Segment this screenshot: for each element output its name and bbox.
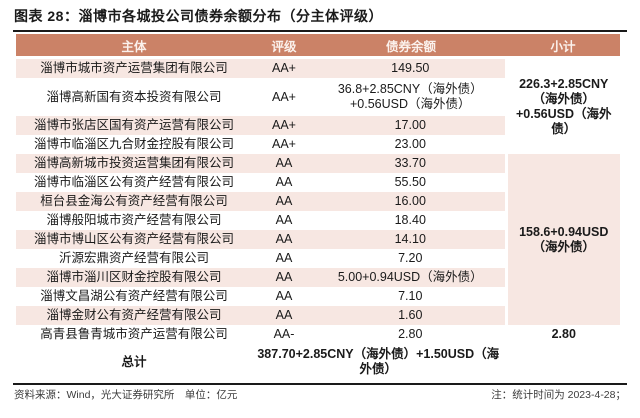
balance-cell: 17.00 bbox=[316, 116, 506, 135]
balance-cell: 5.00+0.94USD（海外债） bbox=[316, 268, 506, 287]
rating-cell: AA+ bbox=[252, 57, 316, 78]
table-row: 淄博文昌湖公有资产经营有限公司 AA 7.10 bbox=[16, 287, 620, 306]
subtotal-cell-aa-plus: 226.3+2.85CNY（海外债）+0.56USD（海外债） bbox=[504, 57, 620, 154]
entity-cell: 淄博市博山区公有资产经营有限公司 bbox=[16, 230, 252, 249]
table-row: 淄博市淄川区财金控股有限公司 AA 5.00+0.94USD（海外债） bbox=[16, 268, 620, 287]
rating-cell: AA+ bbox=[272, 89, 296, 104]
table-header-row: 主体 评级 债券余额 小计 bbox=[16, 34, 620, 59]
balance-cell: 18.40 bbox=[394, 213, 426, 227]
footer-note: 注：统计时间为 2023-4-28； bbox=[491, 389, 626, 401]
balance-cell: 149.50 bbox=[316, 57, 506, 78]
entity-cell: 淄博市淄川区财金控股有限公司 bbox=[16, 268, 252, 287]
entity-cell: 淄博高新国有资本投资有限公司 bbox=[46, 89, 222, 104]
table-row: 淄博高新国有资本投资有限公司 AA+ 36.8+2.85CNY（海外债）+0.5… bbox=[16, 78, 620, 116]
footer: 资料来源：Wind，光大证券研究所 单位：亿元 注：统计时间为 2023-4-2… bbox=[14, 389, 626, 403]
balance-cell: 55.50 bbox=[394, 175, 426, 189]
rating-cell: AA+ bbox=[252, 116, 316, 135]
rating-cell: AA bbox=[252, 230, 316, 249]
entity-cell: 淄博般阳城市资产经营有限公司 bbox=[46, 213, 222, 227]
column-header-balance: 债券余额 bbox=[316, 34, 506, 59]
rating-cell: AA bbox=[275, 175, 293, 189]
table-row: 高青县鲁青城市资产运营有限公司 AA- 2.80 2.80 bbox=[16, 325, 620, 344]
table-row: 淄博高新城市投资运营集团有限公司 AA 33.70 158.6+0.94USD（… bbox=[16, 154, 620, 325]
top-rule-divider bbox=[13, 30, 627, 32]
table-row: 淄博般阳城市资产经营有限公司 AA 18.40 bbox=[16, 211, 620, 230]
table-row: 桓台县金海公有资产经营有限公司 AA 16.00 bbox=[16, 192, 620, 211]
entity-cell: 淄博市城市资产运营集团有限公司 bbox=[16, 57, 252, 78]
balance-cell: 7.10 bbox=[398, 289, 423, 303]
total-subtotal-cell-empty bbox=[504, 344, 620, 380]
footer-source: 资料来源：Wind，光大证券研究所 单位：亿元 bbox=[14, 389, 238, 401]
entity-cell: 淄博高新城市投资运营集团有限公司 bbox=[16, 154, 252, 173]
rating-cell: AA bbox=[275, 289, 293, 303]
balance-cell: 33.70 bbox=[316, 154, 506, 173]
balance-cell: 14.10 bbox=[316, 230, 506, 249]
balance-cell: 7.20 bbox=[398, 251, 423, 265]
rating-cell: AA bbox=[275, 251, 293, 265]
entity-cell: 淄博文昌湖公有资产经营有限公司 bbox=[40, 289, 228, 303]
table-row: 淄博金财公有资产经营有限公司 AA 1.60 bbox=[16, 306, 620, 325]
subtotal-cell-aa-minus: 2.80 bbox=[504, 325, 620, 344]
table-row: 沂源宏鼎资产经营有限公司 AA 7.20 bbox=[16, 249, 620, 268]
subtotal-cell-aa: 158.6+0.94USD（海外债） bbox=[504, 154, 620, 325]
table-row: 淄博市临淄区九合财金控股有限公司 AA+ 23.00 bbox=[16, 135, 620, 154]
entity-cell: 淄博市临淄区九合财金控股有限公司 bbox=[33, 137, 234, 151]
balance-cell: 2.80 bbox=[398, 327, 423, 341]
rating-cell: AA+ bbox=[272, 137, 296, 151]
table-row: 淄博市张店区国有资产运营有限公司 AA+ 17.00 bbox=[16, 116, 620, 135]
balance-cell: 36.8+2.85CNY（海外债）+0.56USD（海外债） bbox=[337, 82, 483, 111]
entity-cell: 桓台县金海公有资产经营有限公司 bbox=[16, 192, 252, 211]
rating-cell: AA bbox=[275, 213, 293, 227]
table-row: 淄博市临淄区公有资产经营有限公司 AA 55.50 bbox=[16, 173, 620, 192]
rating-cell: AA bbox=[252, 306, 316, 325]
rating-cell: AA bbox=[252, 154, 316, 173]
balance-cell: 23.00 bbox=[394, 137, 426, 151]
column-header-rating: 评级 bbox=[252, 34, 316, 59]
column-header-subtotal: 小计 bbox=[506, 34, 620, 59]
rating-cell: AA bbox=[252, 192, 316, 211]
column-header-entity: 主体 bbox=[16, 34, 252, 59]
balance-cell: 16.00 bbox=[316, 192, 506, 211]
entity-cell: 高青县鲁青城市资产运营有限公司 bbox=[40, 327, 228, 341]
total-label-cell: 总计 bbox=[121, 354, 147, 369]
page-title: 图表 28：淄博市各城投公司债券余额分布（分主体评级） bbox=[14, 8, 383, 24]
rating-cell: AA bbox=[252, 268, 316, 287]
table-row: 淄博市博山区公有资产经营有限公司 AA 14.10 bbox=[16, 230, 620, 249]
balance-cell: 1.60 bbox=[316, 306, 506, 325]
rating-cell: AA- bbox=[273, 327, 295, 341]
entity-cell: 淄博市张店区国有资产运营有限公司 bbox=[16, 116, 252, 135]
table-row: 淄博市城市资产运营集团有限公司 AA+ 149.50 226.3+2.85CNY… bbox=[16, 57, 620, 154]
entity-cell: 淄博金财公有资产经营有限公司 bbox=[16, 306, 252, 325]
total-balance-cell: 387.70+2.85CNY（海外债）+1.50USD（海外债） bbox=[257, 347, 500, 376]
bond-table: 主体 评级 债券余额 小计 淄博市城市资产运营集团有限公司 AA+ 149.50… bbox=[16, 34, 620, 380]
entity-cell: 淄博市临淄区公有资产经营有限公司 bbox=[33, 175, 234, 189]
total-row: 总计 387.70+2.85CNY（海外债）+1.50USD（海外债） bbox=[16, 344, 620, 380]
entity-cell: 沂源宏鼎资产经营有限公司 bbox=[58, 251, 209, 265]
bottom-rule-divider bbox=[13, 383, 627, 385]
